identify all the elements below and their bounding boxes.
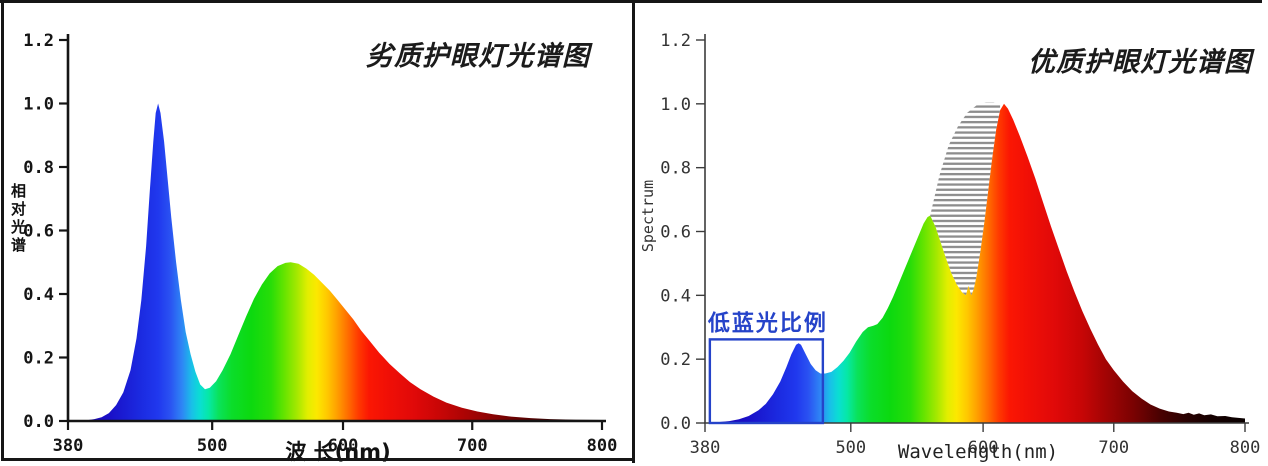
spectrum-area bbox=[705, 103, 1245, 424]
panel-quality-lamp: 0.0 0.2 0.4 0.6 0.8 1.0 1.2 380 500 600 700 800 低蓝光比… bbox=[634, 0, 1268, 463]
x-tick-label: 500 bbox=[835, 438, 866, 458]
chart-title-poor-lamp: 劣质护眼灯光谱图 bbox=[366, 41, 590, 72]
frame-bottom-border bbox=[1, 458, 634, 461]
y-axis-label-right: Spectrum bbox=[639, 179, 657, 253]
x-tick-label: 380 bbox=[53, 436, 84, 456]
y-tick-label: 0.2 bbox=[23, 349, 54, 369]
y-tick-label: 0.2 bbox=[660, 350, 691, 370]
y-tick-label: 0.8 bbox=[660, 159, 691, 179]
chart-title-quality-lamp: 优质护眼灯光谱图 bbox=[1028, 47, 1252, 78]
x-tick-label: 600 bbox=[328, 436, 359, 456]
x-axis-label-left: 波 长(nm) bbox=[285, 440, 391, 464]
spectrum-area bbox=[68, 103, 602, 421]
y-axis-label-left: 相对光谱 bbox=[9, 183, 27, 255]
y-tick-label: 1.2 bbox=[23, 31, 54, 51]
x-tick-label: 800 bbox=[587, 436, 618, 456]
panel-poor-lamp: 0.0 0.2 0.4 0.6 0.8 1.0 1.2 380 500 600 700 800 劣质护… bbox=[0, 0, 634, 464]
x-tick-label: 700 bbox=[1098, 438, 1129, 458]
y-tick-label: 1.0 bbox=[23, 95, 54, 115]
y-tick-label: 0.6 bbox=[660, 223, 691, 243]
x-tick-label: 380 bbox=[690, 438, 721, 458]
hatched-missing-region bbox=[930, 102, 1001, 296]
y-tick-label: 0.4 bbox=[23, 285, 54, 305]
spectrum-plot-left: 0.0 0.2 0.4 0.6 0.8 1.0 1.2 380 500 600 700 800 bbox=[23, 31, 618, 456]
x-axis-label-right: Wavelength(nm) bbox=[897, 441, 1059, 463]
y-tick-label: 0.0 bbox=[23, 412, 54, 432]
y-tick-label: 0.6 bbox=[23, 222, 54, 242]
y-tick-label: 0.0 bbox=[660, 414, 691, 434]
y-tick-label: 0.4 bbox=[660, 286, 691, 306]
low-blue-light-label: 低蓝光比例 bbox=[707, 311, 828, 336]
y-tick-label: 1.2 bbox=[660, 31, 691, 51]
low-blue-light-box bbox=[708, 338, 825, 425]
frame-left-border bbox=[1, 0, 4, 461]
x-tick-label: 600 bbox=[968, 438, 999, 458]
y-tick-label: 1.0 bbox=[660, 95, 691, 115]
x-tick-label: 500 bbox=[197, 436, 228, 456]
x-tick-label: 800 bbox=[1230, 438, 1261, 458]
frame-top-border bbox=[0, 0, 1262, 3]
spectrum-plot-right: 0.0 0.2 0.4 0.6 0.8 1.0 1.2 380 500 600 700 800 低蓝光比… bbox=[660, 31, 1261, 458]
y-tick-label: 0.8 bbox=[23, 158, 54, 178]
panel-divider bbox=[632, 0, 635, 463]
x-tick-label: 700 bbox=[457, 436, 488, 456]
